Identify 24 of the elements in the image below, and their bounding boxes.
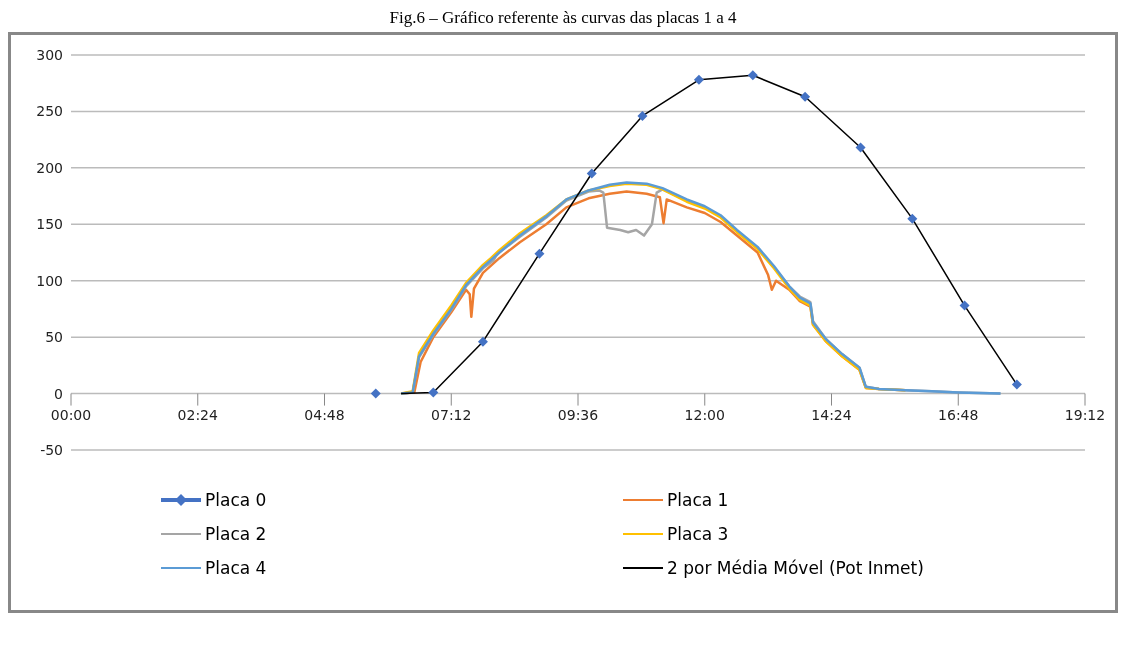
x-tick-label: 14:24 xyxy=(811,406,852,423)
y-tick-label: 0 xyxy=(54,385,63,402)
x-tick-label: 12:00 xyxy=(684,406,725,423)
x-tick-label: 00:00 xyxy=(50,406,92,423)
legend-label: Placa 0 xyxy=(205,490,267,510)
y-tick-label: 150 xyxy=(36,216,63,233)
chart-title: Fig.6 – Gráfico referente às curvas das placas 1 a 4 xyxy=(388,8,738,28)
y-tick-label: 250 xyxy=(36,103,63,120)
x-tick-label: 16:48 xyxy=(938,406,979,423)
y-tick-label: 200 xyxy=(36,159,63,176)
x-tick-label: 02:24 xyxy=(177,406,219,423)
x-tick-label: 04:48 xyxy=(304,406,345,423)
y-tick-label: 50 xyxy=(45,329,63,346)
legend-label: Placa 3 xyxy=(667,524,729,544)
y-tick-label: 100 xyxy=(36,272,63,289)
y-tick-label: -50 xyxy=(40,441,63,458)
legend-label: Placa 1 xyxy=(667,490,729,510)
legend-label: Placa 4 xyxy=(205,558,267,578)
x-tick-label: 09:36 xyxy=(557,406,599,423)
y-tick-label: 300 xyxy=(36,46,63,63)
legend-label: Placa 2 xyxy=(205,524,267,544)
x-tick-label: 07:12 xyxy=(431,406,472,423)
legend-label: 2 por Média Móvel (Pot Inmet) xyxy=(667,558,924,578)
x-tick-label: 19:12 xyxy=(1064,406,1106,423)
